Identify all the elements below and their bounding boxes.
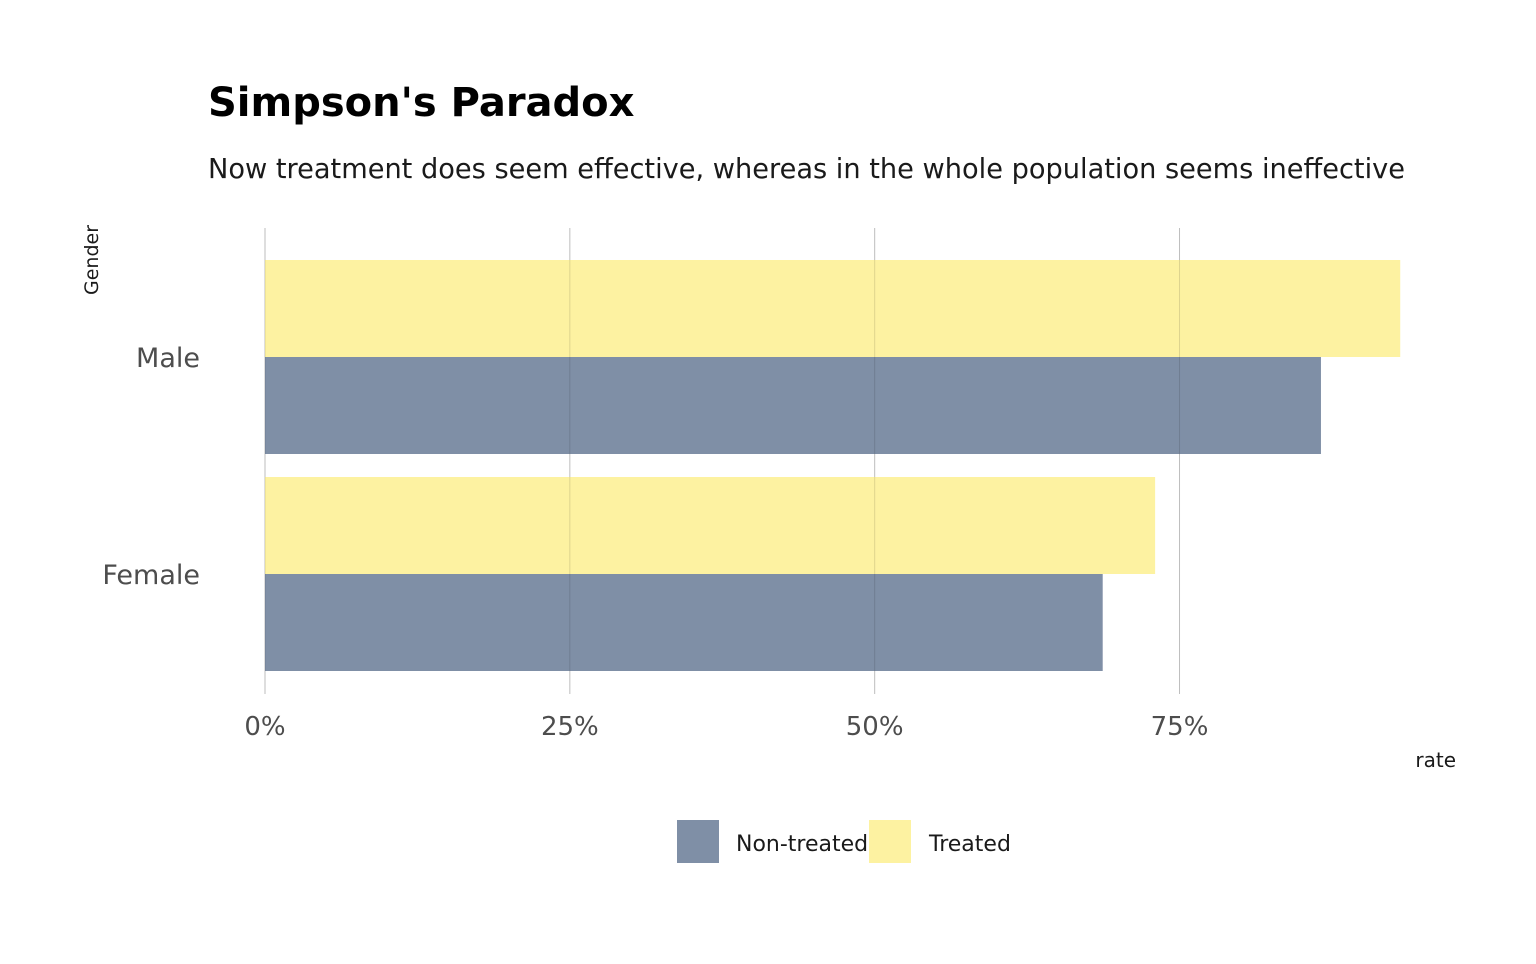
legend: Non-treated Treated	[677, 820, 1011, 863]
y-tick-label-female: Female	[102, 560, 200, 591]
bar-female-treated	[265, 477, 1156, 574]
chart-title: Simpson's Paradox	[208, 80, 635, 126]
y-axis-title: Gender	[81, 225, 103, 295]
legend-key-non-treated	[677, 820, 719, 863]
x-tick-label-1: 25%	[541, 712, 599, 742]
x-tick-label-0: 0%	[244, 712, 285, 742]
legend-label-non-treated: Non-treated	[736, 832, 868, 857]
chart-subtitle: Now treatment does seem effective, where…	[208, 152, 1405, 185]
bars-layer	[264, 228, 1401, 694]
y-tick-labels: Male Female	[102, 343, 200, 591]
bar-male-non-treated	[265, 357, 1321, 454]
y-tick-label-male: Male	[136, 343, 200, 374]
legend-label-treated: Treated	[928, 832, 1011, 857]
x-axis-title: rate	[1415, 748, 1456, 772]
x-tick-label-3: 75%	[1151, 712, 1209, 742]
x-tick-label-2: 50%	[846, 712, 904, 742]
legend-key-treated	[869, 820, 911, 863]
x-tick-labels: 0% 25% 50% 75%	[244, 712, 1208, 742]
bar-male-treated	[265, 260, 1401, 357]
bar-female-non-treated	[265, 574, 1103, 671]
